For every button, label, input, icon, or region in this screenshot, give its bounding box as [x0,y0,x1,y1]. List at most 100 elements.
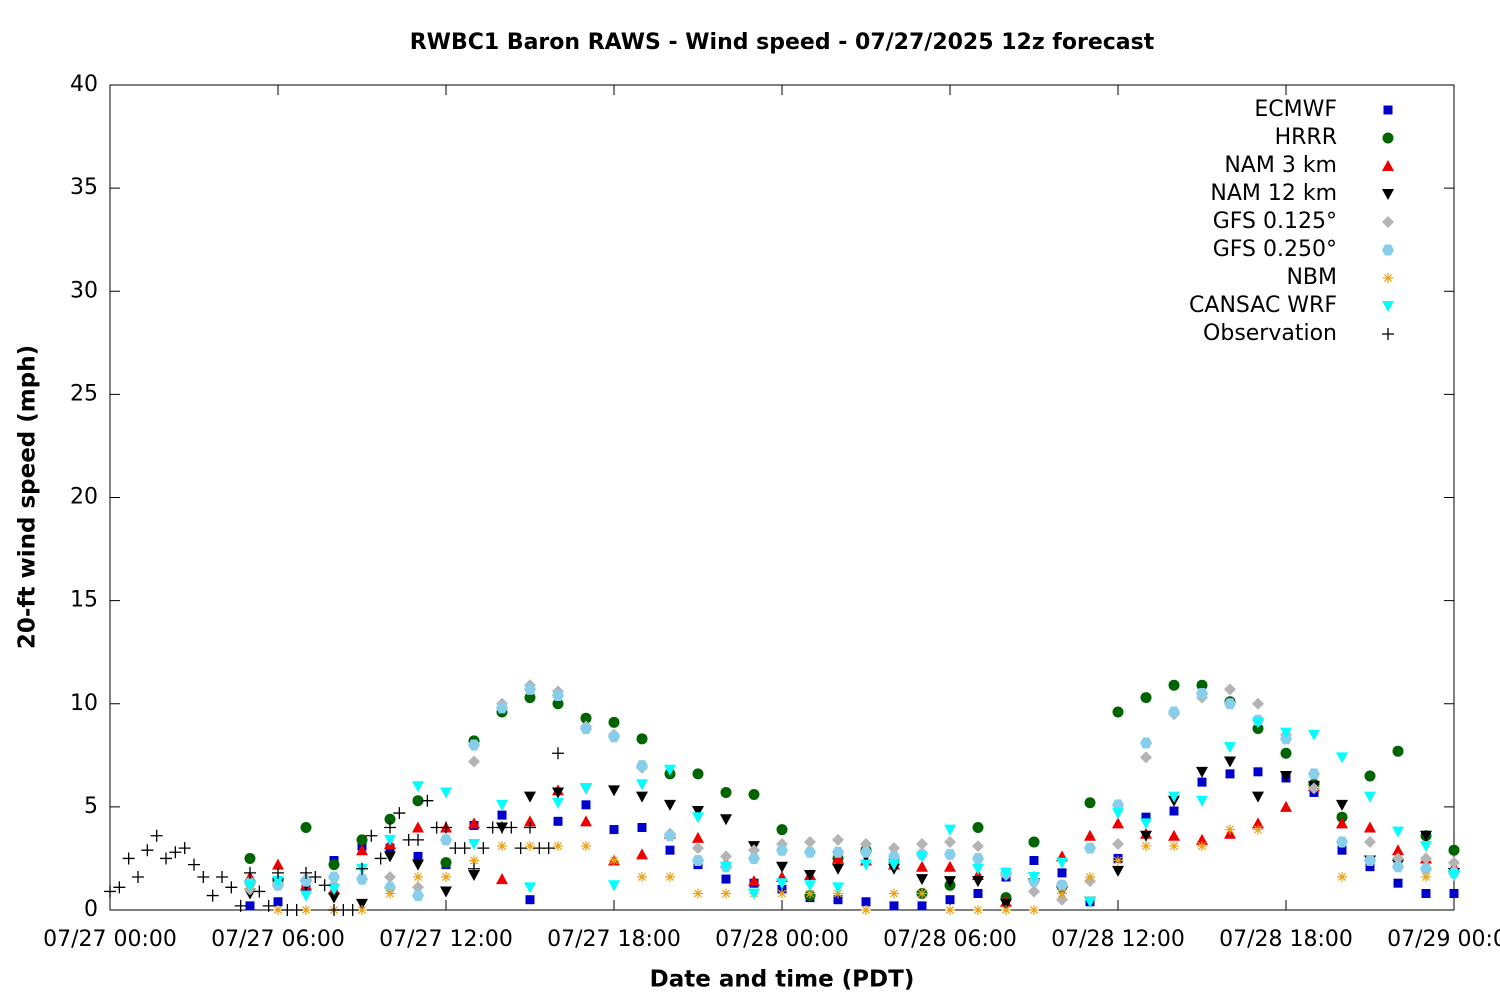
data-point [552,690,564,701]
data-point [748,888,760,900]
data-point [253,885,266,898]
data-point [664,830,676,842]
data-point [692,842,704,855]
data-point [497,810,507,820]
data-point [393,807,406,820]
data-point [1392,745,1404,757]
data-point [122,852,135,865]
data-point [440,834,452,846]
x-tick-label: 07/28 18:00 [1219,927,1353,952]
data-point [804,880,816,892]
data-point [300,822,312,833]
data-point [1084,842,1096,854]
data-point [832,882,844,894]
data-point [328,884,340,896]
data-point [234,899,247,912]
data-point [440,821,452,834]
data-point [665,845,675,855]
data-point [580,712,592,724]
data-point [944,835,956,848]
data-point [1364,835,1376,848]
data-point [346,904,359,916]
data-point [776,844,788,856]
data-point [514,842,527,855]
data-point [1449,889,1459,898]
data-point [357,905,367,915]
data-point [693,888,703,899]
data-point [318,879,331,892]
data-point [581,800,591,810]
data-point [665,872,675,882]
data-point [833,888,843,899]
data-point [1001,905,1011,915]
data-point [1112,706,1124,718]
data-point [301,905,311,915]
data-point [1140,751,1152,764]
data-point [860,859,872,871]
legend-marker [1382,132,1394,144]
data-point [888,859,900,871]
data-point [664,764,676,776]
data-point [664,799,676,811]
legend-label: NAM 3 km [1224,153,1337,178]
data-point [441,872,451,882]
data-point [609,855,619,866]
data-point [720,814,732,826]
x-tick-label: 07/27 12:00 [379,927,513,952]
legend-label: Observation [1203,321,1337,346]
data-point [1196,795,1208,807]
data-point [1336,799,1348,811]
data-point [440,787,452,799]
data-point [365,829,378,842]
data-point [385,888,395,899]
data-point [496,799,508,811]
data-point [1225,824,1235,835]
data-point [1420,852,1432,865]
legend-marker [1382,216,1394,228]
legend-marker [1382,160,1394,171]
data-point [776,824,788,836]
data-point [1336,836,1348,848]
data-point [552,787,564,799]
data-point [1056,857,1068,869]
data-point [160,852,172,865]
x-tick-label: 07/28 06:00 [883,927,1017,952]
data-point [356,862,368,875]
data-point [916,874,928,886]
data-point [972,840,984,853]
data-point [692,806,704,817]
data-point [1196,833,1208,845]
data-point [1252,817,1264,829]
data-point [804,869,816,881]
data-point [972,863,984,875]
data-point [1168,791,1180,803]
data-point [581,841,591,852]
y-tick-label: 0 [84,897,98,922]
data-point [468,869,480,881]
data-point [245,901,255,911]
data-point [916,851,928,863]
data-point [636,760,648,772]
data-point [804,846,816,858]
data-point [888,850,900,862]
data-point [972,876,984,888]
data-point [1084,896,1096,908]
data-point [458,842,471,855]
data-point [1280,770,1292,782]
data-point [552,797,564,809]
data-point [637,823,647,832]
data-point [197,871,210,883]
data-point [384,834,396,846]
data-point [273,897,283,907]
data-point [1028,885,1040,898]
data-point [505,821,518,834]
data-point [1028,836,1040,848]
data-point [328,892,340,904]
data-point [1364,770,1376,782]
data-point [832,846,844,858]
data-point [636,791,648,803]
data-point [608,716,620,728]
data-point [1392,861,1404,873]
data-point [1112,808,1124,820]
data-point [1392,844,1404,856]
